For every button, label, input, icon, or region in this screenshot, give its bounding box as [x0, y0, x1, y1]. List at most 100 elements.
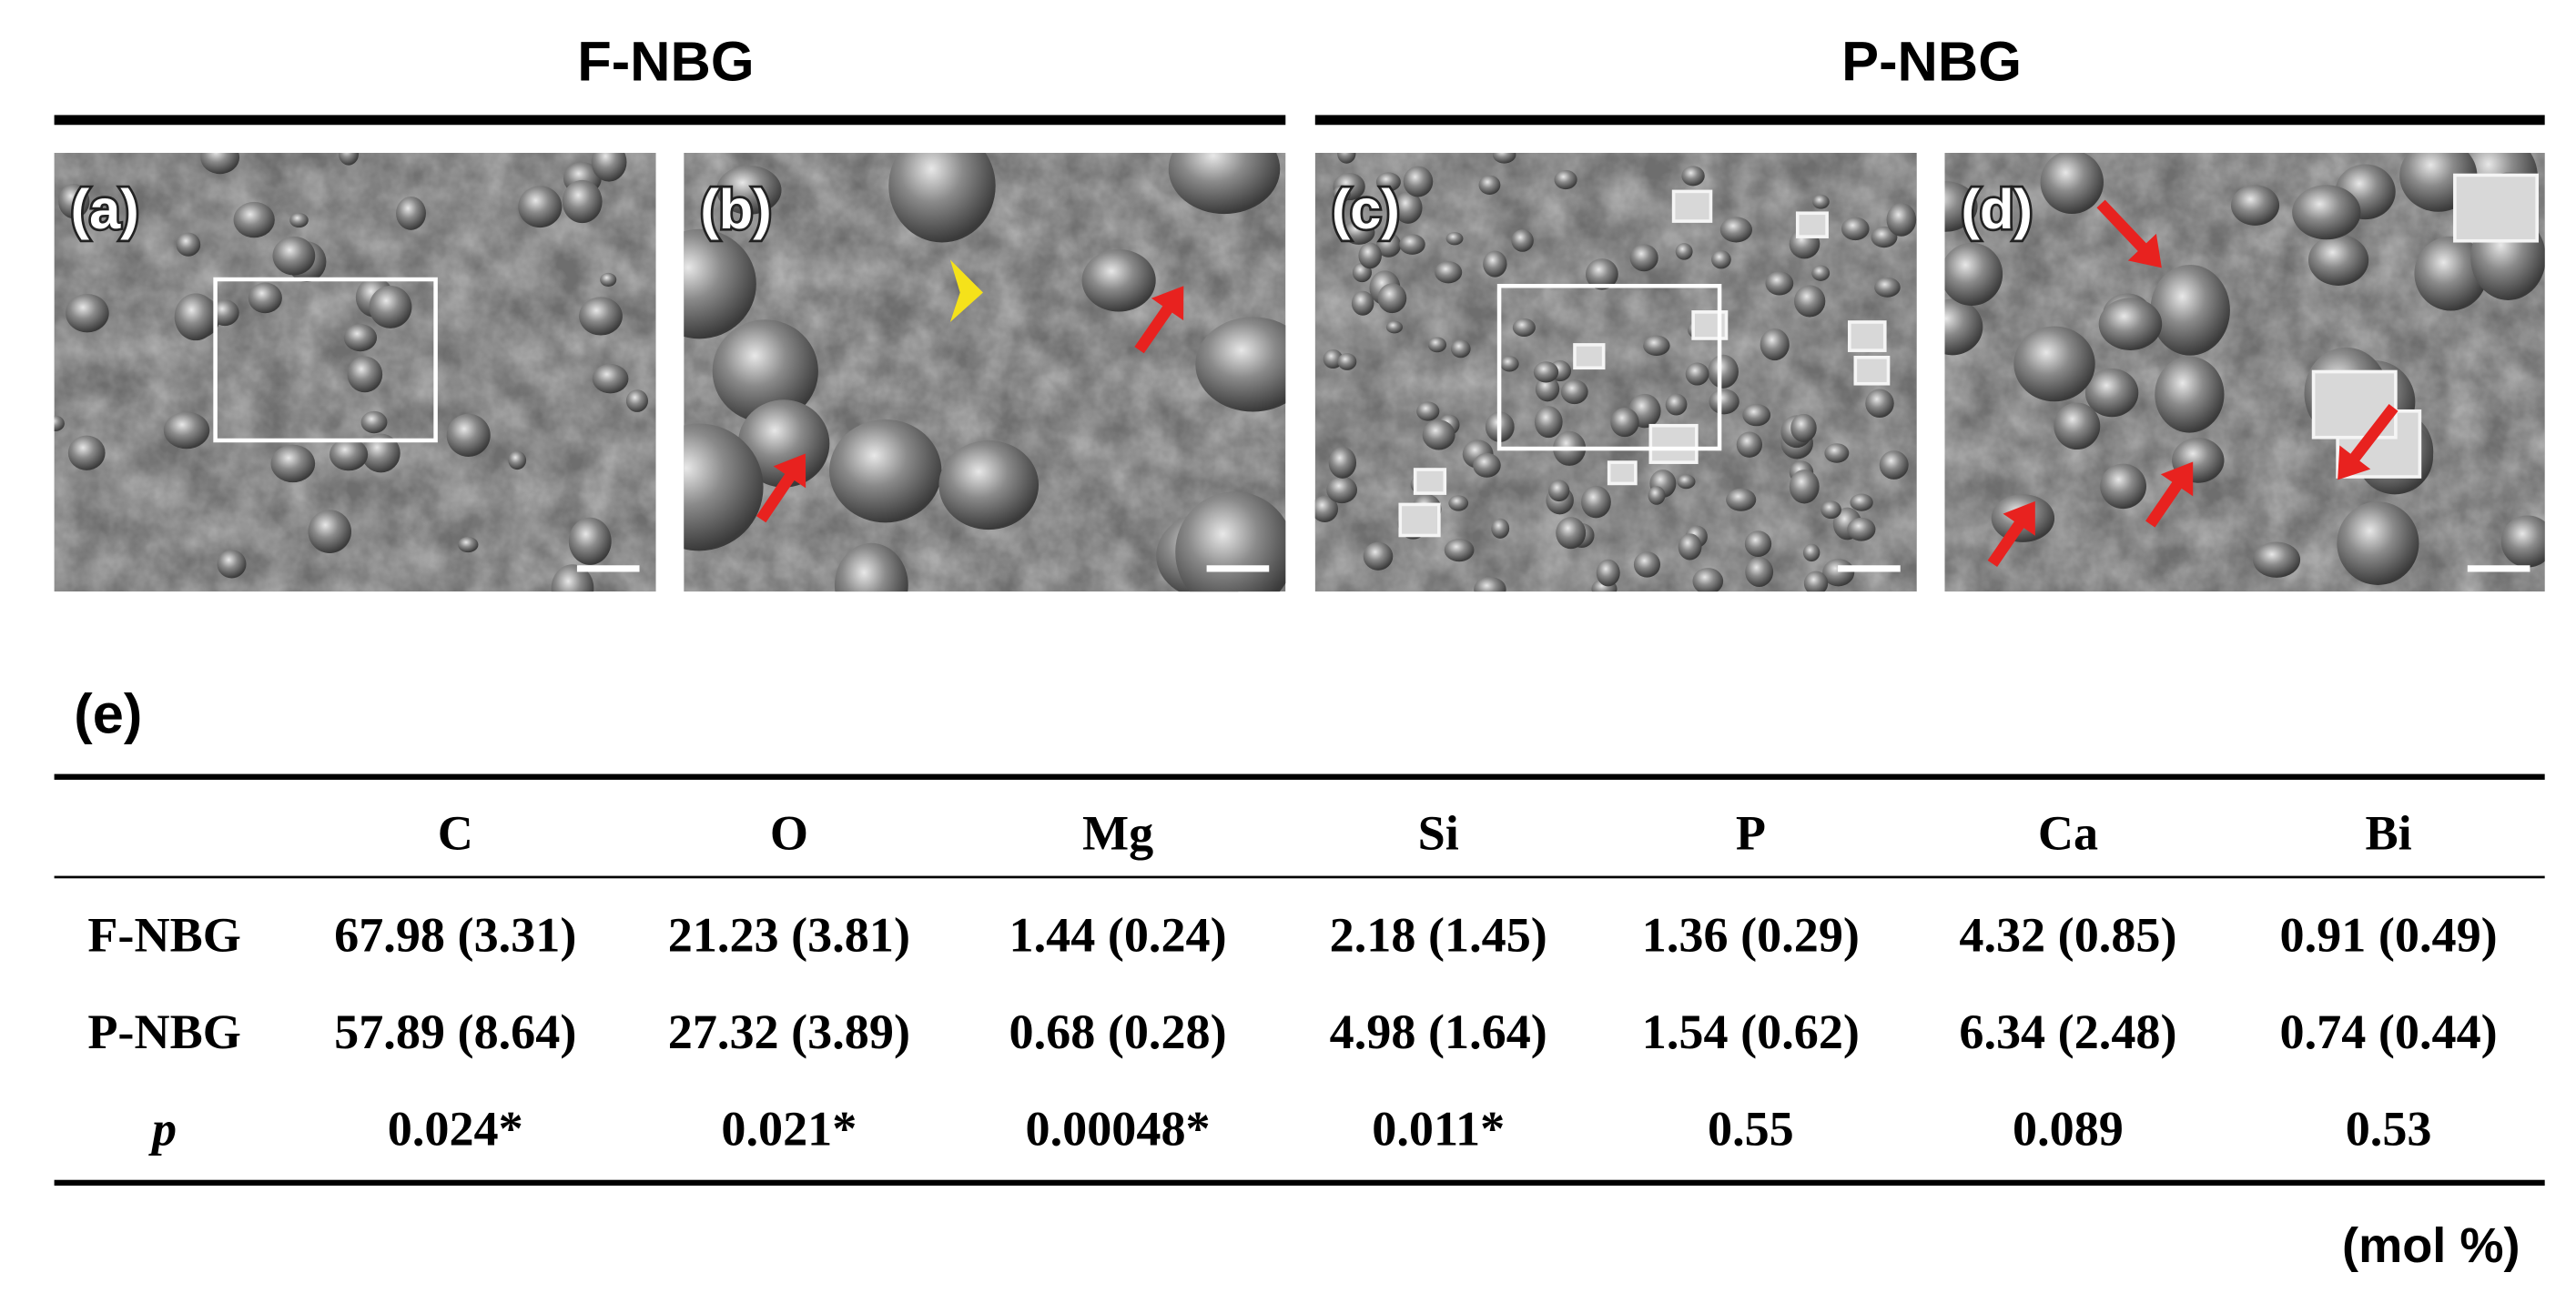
- table-cell: 0.011*: [1372, 1102, 1505, 1156]
- arrow: [1134, 301, 1176, 354]
- surface-feature: [592, 364, 629, 394]
- arrow: [2145, 477, 2186, 528]
- surface-feature: [508, 450, 527, 470]
- table-cell: 4.32 (0.85): [1959, 907, 2176, 962]
- arrow: [2096, 199, 2151, 256]
- surface-feature: [2040, 152, 2104, 215]
- table-cell: 0.68 (0.28): [1009, 1005, 1227, 1059]
- table-rule: [54, 1179, 2545, 1187]
- crystal: [1853, 355, 1891, 386]
- surface-feature: [1633, 551, 1661, 578]
- surface-feature: [1385, 320, 1403, 334]
- surface-feature: [1403, 166, 1434, 197]
- surface-feature: [361, 433, 401, 473]
- surface-feature: [458, 537, 479, 553]
- column-header: Bi: [2366, 806, 2412, 861]
- arrow-head: [2160, 461, 2194, 497]
- table-cell: 57.89 (8.64): [334, 1005, 576, 1059]
- surface-feature: [1596, 559, 1620, 587]
- surface-feature: [518, 186, 563, 228]
- table-cell: 0.55: [1708, 1102, 1794, 1156]
- surface-feature: [1581, 485, 1611, 519]
- surface-feature: [1554, 169, 1577, 190]
- surface-feature: [2054, 402, 2101, 450]
- surface-feature: [2414, 236, 2488, 311]
- surface-feature: [579, 297, 623, 336]
- surface-feature: [1326, 476, 1358, 504]
- crystal: [1648, 423, 1699, 464]
- surface-feature: [1358, 242, 1382, 269]
- surface-feature: [1744, 530, 1772, 558]
- crystal: [1398, 502, 1441, 538]
- table-cell: 0.00048*: [1026, 1102, 1211, 1156]
- surface-feature: [1473, 452, 1501, 478]
- surface-feature: [2100, 463, 2146, 510]
- surface-feature: [308, 510, 351, 553]
- scale-bar: [1206, 565, 1270, 572]
- surface-feature: [562, 179, 603, 224]
- panel-label: (e): [74, 682, 142, 745]
- surface-feature: [1351, 290, 1374, 316]
- surface-feature: [1399, 234, 1425, 255]
- surface-feature: [1343, 219, 1375, 245]
- panel-label: (a): [71, 178, 139, 241]
- surface-feature: [1512, 318, 1536, 338]
- surface-feature: [1789, 470, 1820, 504]
- surface-feature: [716, 165, 782, 215]
- surface-feature: [1871, 226, 1898, 248]
- surface-feature: [1886, 203, 1917, 237]
- surface-feature: [1841, 217, 1870, 241]
- table-cell: 0.74 (0.44): [2280, 1005, 2498, 1059]
- surface-feature: [684, 423, 764, 551]
- table-cell: 0.021*: [721, 1102, 857, 1156]
- surface-feature: [1790, 413, 1817, 442]
- table-cell: 1.36 (0.29): [1642, 907, 1860, 962]
- surface-feature: [1375, 172, 1401, 192]
- surface-feature: [1709, 389, 1739, 415]
- surface-feature: [1719, 217, 1752, 243]
- surface-feature: [1726, 488, 1757, 511]
- surface-feature: [1535, 376, 1560, 402]
- surface-feature: [1812, 194, 1830, 209]
- surface-feature: [2155, 356, 2225, 433]
- surface-feature: [1675, 243, 1693, 260]
- surface-feature: [1337, 152, 1356, 164]
- table-cell: 0.024*: [388, 1102, 523, 1156]
- table-cell: 6.34 (2.48): [1959, 1005, 2176, 1059]
- surface-feature: [1560, 379, 1588, 405]
- table-cell: 21.23 (3.81): [668, 907, 910, 962]
- surface-feature: [2337, 501, 2419, 585]
- surface-feature: [1450, 339, 1471, 359]
- surface-feature: [1175, 491, 1286, 592]
- surface-feature: [1643, 335, 1670, 357]
- surface-feature: [1375, 232, 1402, 258]
- surface-feature: [1610, 408, 1639, 438]
- table-cell: 67.98 (3.31): [334, 907, 576, 962]
- surface-feature: [1794, 285, 1826, 318]
- surface-feature: [684, 228, 756, 339]
- surface-feature: [54, 415, 65, 432]
- surface-feature: [272, 236, 316, 276]
- surface-feature: [1847, 517, 1876, 541]
- header-rule: [54, 115, 1286, 126]
- surface-feature: [163, 411, 210, 449]
- surface-feature: [1492, 152, 1516, 164]
- table-cell: 0.91 (0.49): [2280, 907, 2498, 962]
- surface-feature: [712, 319, 818, 423]
- surface-feature: [1427, 337, 1447, 353]
- surface-feature: [2292, 185, 2361, 240]
- surface-feature: [1708, 354, 1739, 389]
- surface-feature: [1665, 393, 1688, 416]
- arrow-head: [2127, 233, 2162, 268]
- surface-feature: [1685, 362, 1709, 386]
- surface-feature: [1448, 495, 1469, 511]
- panel-label: (c): [1332, 178, 1400, 241]
- arrow: [1987, 517, 2027, 568]
- header-rule: [1314, 115, 2545, 126]
- surface-feature: [1677, 474, 1696, 490]
- surface-feature: [600, 272, 617, 287]
- surface-feature: [938, 439, 1040, 530]
- column-header: Ca: [2038, 806, 2098, 861]
- surface-feature: [1483, 250, 1507, 278]
